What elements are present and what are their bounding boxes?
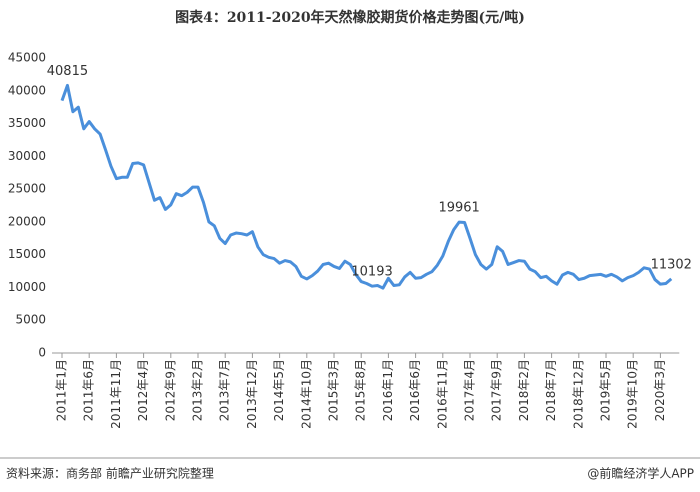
x-tick-label: 2019年10月 [626,359,640,429]
data-label: 19961 [438,201,479,216]
x-tick-label: 2013年7月 [218,359,232,421]
x-tick-label: 2018年12月 [571,359,585,429]
x-tick-label: 2020年3月 [653,359,667,421]
x-tick-label: 2018年7月 [544,359,558,421]
y-tick-label: 35000 [8,116,46,130]
y-tick-label: 10000 [8,280,46,294]
y-tick-label: 0 [38,346,46,360]
y-tick-label: 30000 [8,149,46,163]
chart-title: 图表4：2011-2020年天然橡胶期货价格走势图(元/吨) [175,9,525,26]
x-tick-label: 2016年11月 [435,359,449,429]
x-tick-label: 2013年2月 [191,359,205,421]
data-label: 10193 [351,265,392,280]
data-label: 40815 [47,64,88,79]
x-tick-label: 2011年1月 [55,359,69,421]
x-tick-label: 2018年2月 [517,359,531,421]
source: 资料来源：商务部 前瞻产业研究院整理 [6,466,214,481]
y-tick-label: 45000 [8,51,46,65]
x-tick-label: 2015年8月 [354,359,368,421]
x-tick-label: 2019年5月 [599,359,613,421]
data-label: 11302 [651,257,692,272]
y-tick-label: 40000 [8,83,46,97]
y-tick-label: 15000 [8,247,46,261]
y-tick-label: 5000 [15,313,46,327]
x-tick-label: 2012年9月 [163,359,177,421]
x-tick-label: 2016年1月 [381,359,395,421]
y-tick-label: 20000 [8,214,46,228]
x-tick-label: 2015年3月 [327,359,341,421]
x-tick-label: 2011年11月 [109,359,123,429]
x-tick-label: 2011年6月 [82,359,96,421]
x-tick-label: 2014年5月 [272,359,286,421]
x-tick-label: 2017年9月 [490,359,504,421]
x-tick-label: 2017年4月 [463,359,477,421]
price-line [60,83,673,290]
x-tick-label: 2013年12月 [245,359,259,429]
x-tick-label: 2014年10月 [299,359,313,429]
x-tick-label: 2012年4月 [136,359,150,421]
credit: @前瞻经济学人APP [587,466,694,481]
y-tick-label: 25000 [8,182,46,196]
x-tick-label: 2016年6月 [408,359,422,421]
